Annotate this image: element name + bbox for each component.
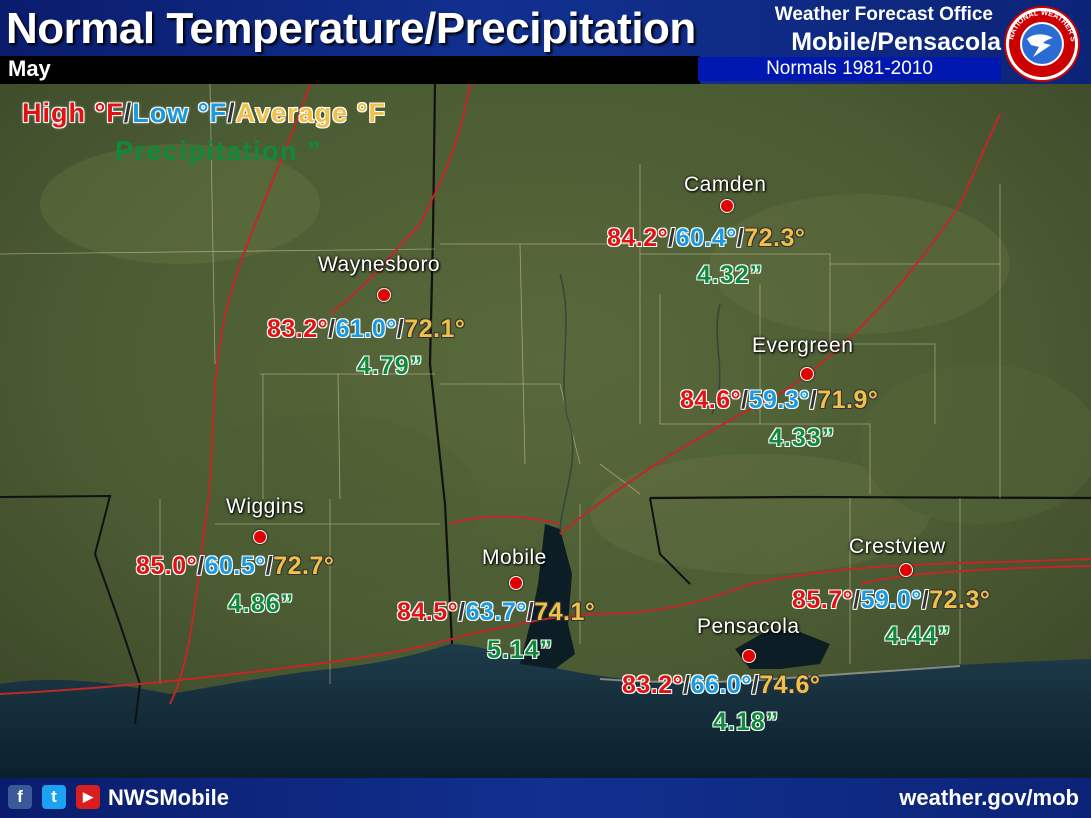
station-name: Wiggins — [226, 495, 305, 518]
separator: / — [809, 386, 818, 414]
station-high: 83.2° — [267, 315, 329, 343]
separator: / — [741, 386, 749, 414]
station-marker — [800, 367, 814, 381]
station-low: 66.0° — [690, 671, 752, 699]
station-high: 84.6° — [680, 386, 742, 414]
station-name: Mobile — [482, 546, 547, 569]
footer-banner: f t ▶ NWSMobile weather.gov/mob — [0, 778, 1091, 818]
station-marker — [742, 649, 756, 663]
state-line-la-ms — [0, 494, 142, 725]
county-lines — [0, 84, 1001, 684]
station-name: Crestview — [849, 535, 946, 558]
separator: / — [458, 598, 466, 626]
station-average: 72.3° — [744, 224, 806, 252]
station-temperatures: 83.2°/66.0°/74.6° — [622, 671, 820, 700]
station-precipitation: 4.18” — [713, 708, 780, 736]
month-bar — [0, 56, 700, 84]
terrain-texture — [40, 144, 1091, 594]
separator: / — [265, 552, 274, 580]
station-average: 72.7° — [273, 552, 335, 580]
pensacola-bay — [735, 629, 830, 669]
station-high: 84.5° — [397, 598, 459, 626]
separator: / — [921, 586, 930, 614]
station-low: 59.3° — [748, 386, 810, 414]
station-high: 84.2° — [607, 224, 669, 252]
station-name: Pensacola — [697, 615, 800, 638]
station-precipitation: 4.32” — [697, 261, 764, 289]
youtube-icon[interactable]: ▶ — [76, 785, 100, 809]
legend-temperature: High °F/Low °F/Average °F — [22, 98, 386, 128]
month-label: May — [8, 56, 51, 81]
station-high: 83.2° — [622, 671, 684, 699]
station-name: Camden — [684, 173, 767, 196]
gulf-of-mexico — [0, 644, 1091, 778]
station-precipitation: 4.44” — [885, 622, 952, 650]
separator: / — [396, 315, 405, 343]
legend-precipitation: Precipitation ” — [115, 136, 323, 166]
separator: / — [853, 586, 861, 614]
office-name: Mobile/Pensacola — [791, 28, 1001, 56]
station-average: 71.9° — [817, 386, 879, 414]
station-high: 85.7° — [792, 586, 854, 614]
separator: / — [526, 598, 535, 626]
station-average: 74.6° — [759, 671, 821, 699]
separator: / — [668, 224, 676, 252]
website-link[interactable]: weather.gov/mob — [899, 785, 1079, 810]
separator: / — [683, 671, 691, 699]
social-handle[interactable]: NWSMobile — [108, 785, 229, 810]
separator: / — [751, 671, 760, 699]
station-average: 74.1° — [534, 598, 596, 626]
rivers — [559, 273, 721, 535]
station-low: 59.0° — [860, 586, 922, 614]
station-precipitation: 4.79” — [357, 352, 424, 380]
twitter-icon[interactable]: t — [42, 785, 66, 809]
normals-period: Normals 1981-2010 — [698, 57, 1001, 81]
station-temperatures: 84.2°/60.4°/72.3° — [607, 224, 805, 253]
station-high: 85.0° — [136, 552, 198, 580]
station-marker — [253, 530, 267, 544]
page-title: Normal Temperature/Precipitation — [6, 4, 696, 53]
legend-average: Average °F — [235, 98, 386, 128]
station-low: 60.5° — [204, 552, 266, 580]
station-name: Waynesboro — [318, 253, 441, 276]
station-precipitation: 4.86” — [228, 590, 295, 618]
mobile-bay — [520, 524, 575, 669]
station-low: 63.7° — [465, 598, 527, 626]
facebook-icon[interactable]: f — [8, 785, 32, 809]
station-temperatures: 84.6°/59.3°/71.9° — [680, 386, 878, 415]
separator: / — [736, 224, 745, 252]
station-low: 61.0° — [335, 315, 397, 343]
station-marker — [377, 288, 391, 302]
station-average: 72.3° — [929, 586, 991, 614]
separator: / — [328, 315, 336, 343]
separator: / — [197, 552, 205, 580]
station-marker — [509, 576, 523, 590]
state-line-ms-al — [428, 84, 454, 645]
highways — [0, 84, 1091, 705]
station-temperatures: 85.0°/60.5°/72.7° — [136, 552, 334, 581]
station-marker — [720, 199, 734, 213]
legend-high: High °F — [22, 98, 124, 128]
station-precipitation: 5.14” — [487, 636, 554, 664]
station-precipitation: 4.33” — [769, 424, 836, 452]
office-label: Weather Forecast Office — [774, 4, 993, 25]
station-average: 72.1° — [404, 315, 466, 343]
station-marker — [899, 563, 913, 577]
header-banner: Normal Temperature/Precipitation May Wea… — [0, 0, 1091, 84]
satellite-map — [0, 84, 1091, 778]
station-temperatures: 84.5°/63.7°/74.1° — [397, 598, 595, 627]
station-temperatures: 85.7°/59.0°/72.3° — [792, 586, 990, 615]
station-name: Evergreen — [752, 334, 854, 357]
station-low: 60.4° — [675, 224, 737, 252]
state-line-al-fl — [649, 495, 1091, 500]
nws-logo-icon: NATIONAL WEATHER SERVICE — [1003, 5, 1080, 82]
station-temperatures: 83.2°/61.0°/72.1° — [267, 315, 465, 344]
legend-low: Low °F — [132, 98, 228, 128]
